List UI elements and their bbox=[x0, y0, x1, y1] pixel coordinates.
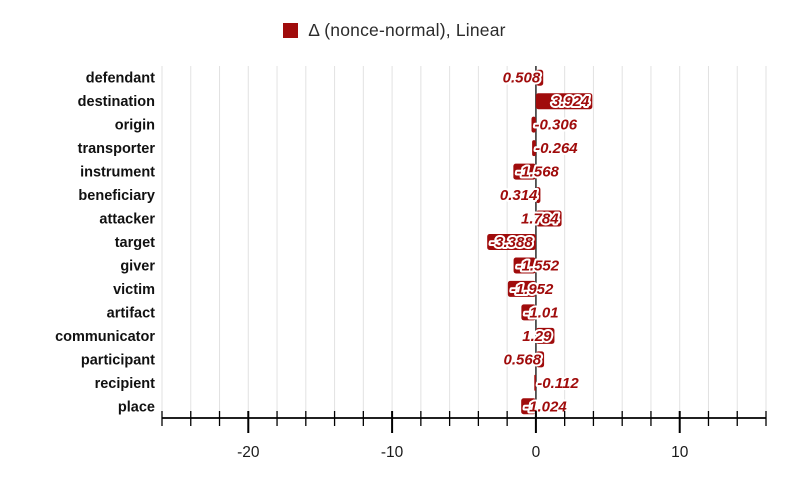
bar-value-label: -1.01 bbox=[524, 304, 558, 321]
category-label: place bbox=[118, 399, 155, 415]
category-label: victim bbox=[113, 282, 155, 298]
bar-value-label: -0.264 bbox=[535, 140, 578, 157]
bar bbox=[487, 234, 536, 250]
chart-legend: Δ (nonce-normal), Linear bbox=[0, 19, 789, 43]
x-tick-label: -10 bbox=[381, 444, 404, 461]
bar bbox=[521, 304, 536, 321]
bar-value-label: 3.924 bbox=[552, 93, 590, 110]
category-label: recipient bbox=[95, 376, 156, 392]
bar bbox=[535, 351, 545, 368]
bar bbox=[535, 187, 541, 204]
bar-value-label: -1.024 bbox=[524, 398, 567, 415]
category-label: attacker bbox=[99, 212, 155, 228]
bar bbox=[513, 163, 536, 180]
category-label: instrument bbox=[80, 165, 155, 181]
legend-swatch-icon bbox=[283, 23, 299, 38]
x-tick-label: 10 bbox=[671, 444, 689, 461]
bar bbox=[521, 398, 536, 415]
bar-value-label: -1.552 bbox=[517, 257, 560, 274]
category-label: participant bbox=[81, 352, 155, 368]
bar-value-label: -0.112 bbox=[537, 375, 579, 392]
category-label: communicator bbox=[55, 329, 155, 345]
category-label: destination bbox=[78, 94, 155, 110]
bar bbox=[535, 327, 555, 344]
x-tick-label: -20 bbox=[237, 444, 260, 461]
bar bbox=[535, 210, 562, 227]
category-label: transporter bbox=[78, 141, 156, 157]
bar-value-label: 0.508 bbox=[503, 70, 541, 87]
bar bbox=[513, 257, 536, 274]
bar bbox=[534, 374, 536, 391]
bar-value-label: -1.568 bbox=[516, 164, 559, 181]
bar-value-label: -0.306 bbox=[535, 117, 578, 134]
bar bbox=[531, 116, 536, 133]
category-label: giver bbox=[120, 258, 155, 274]
x-tick-label: 0 bbox=[532, 444, 541, 461]
bar bbox=[507, 280, 536, 297]
category-label: target bbox=[115, 235, 155, 251]
bar bbox=[535, 69, 544, 86]
bar-value-label: -1.952 bbox=[511, 281, 554, 298]
bar-value-label: -3.388 bbox=[490, 234, 533, 251]
bar-value-label: 1.29 bbox=[522, 328, 552, 345]
bar-value-label: 0.568 bbox=[504, 351, 542, 368]
category-label: beneficiary bbox=[78, 188, 155, 204]
legend-label: Δ (nonce-normal), Linear bbox=[308, 20, 506, 40]
category-label: origin bbox=[115, 118, 155, 134]
category-label: defendant bbox=[86, 71, 155, 87]
category-label: artifact bbox=[107, 305, 156, 321]
bar bbox=[532, 140, 536, 157]
bar-value-label: 0.314 bbox=[500, 187, 538, 204]
bar-value-label: 1.784 bbox=[521, 211, 559, 228]
bar bbox=[535, 93, 593, 110]
